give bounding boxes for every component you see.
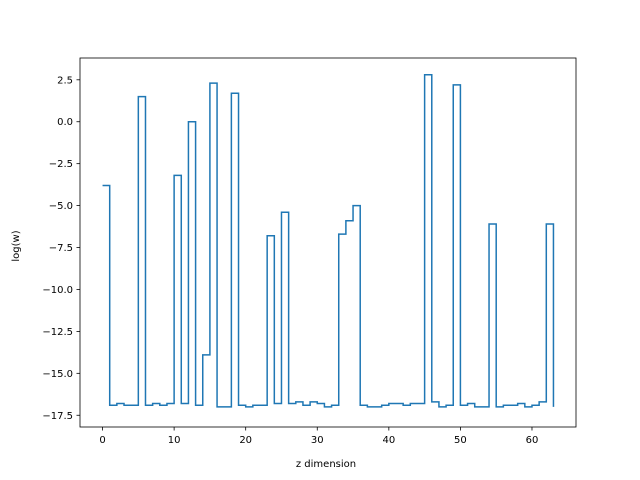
y-axis-label: log(w) <box>11 230 22 261</box>
y-tick-label: −2.5 <box>49 159 73 170</box>
x-tick-label: 40 <box>382 435 395 446</box>
x-tick-label: 60 <box>526 435 539 446</box>
x-axis-label: z dimension <box>296 459 356 470</box>
axes-frame <box>79 57 577 428</box>
y-tick-label: 2.5 <box>57 75 73 86</box>
x-axis-ticks: 0 10 20 30 40 50 60 <box>99 427 538 446</box>
x-tick-label: 10 <box>168 435 181 446</box>
y-axis-ticks: 2.5 0.0 −2.5 −5.0 −7.5 −10.0 −12.5 −15.0 −17.5 <box>42 75 80 422</box>
y-tick-label: −7.5 <box>49 243 73 254</box>
x-tick-label: 0 <box>99 435 105 446</box>
x-tick-label: 30 <box>311 435 324 446</box>
plot-area <box>102 74 555 408</box>
series-step-line <box>102 74 555 408</box>
y-tick-label: −15.0 <box>42 369 73 380</box>
y-tick-label: 0.0 <box>57 117 73 128</box>
x-tick-label: 20 <box>239 435 252 446</box>
y-tick-label: −10.0 <box>42 285 73 296</box>
y-tick-label: −12.5 <box>42 327 73 338</box>
y-tick-label: −5.0 <box>49 201 73 212</box>
x-tick-label: 50 <box>454 435 467 446</box>
y-tick-label: −17.5 <box>42 411 73 422</box>
